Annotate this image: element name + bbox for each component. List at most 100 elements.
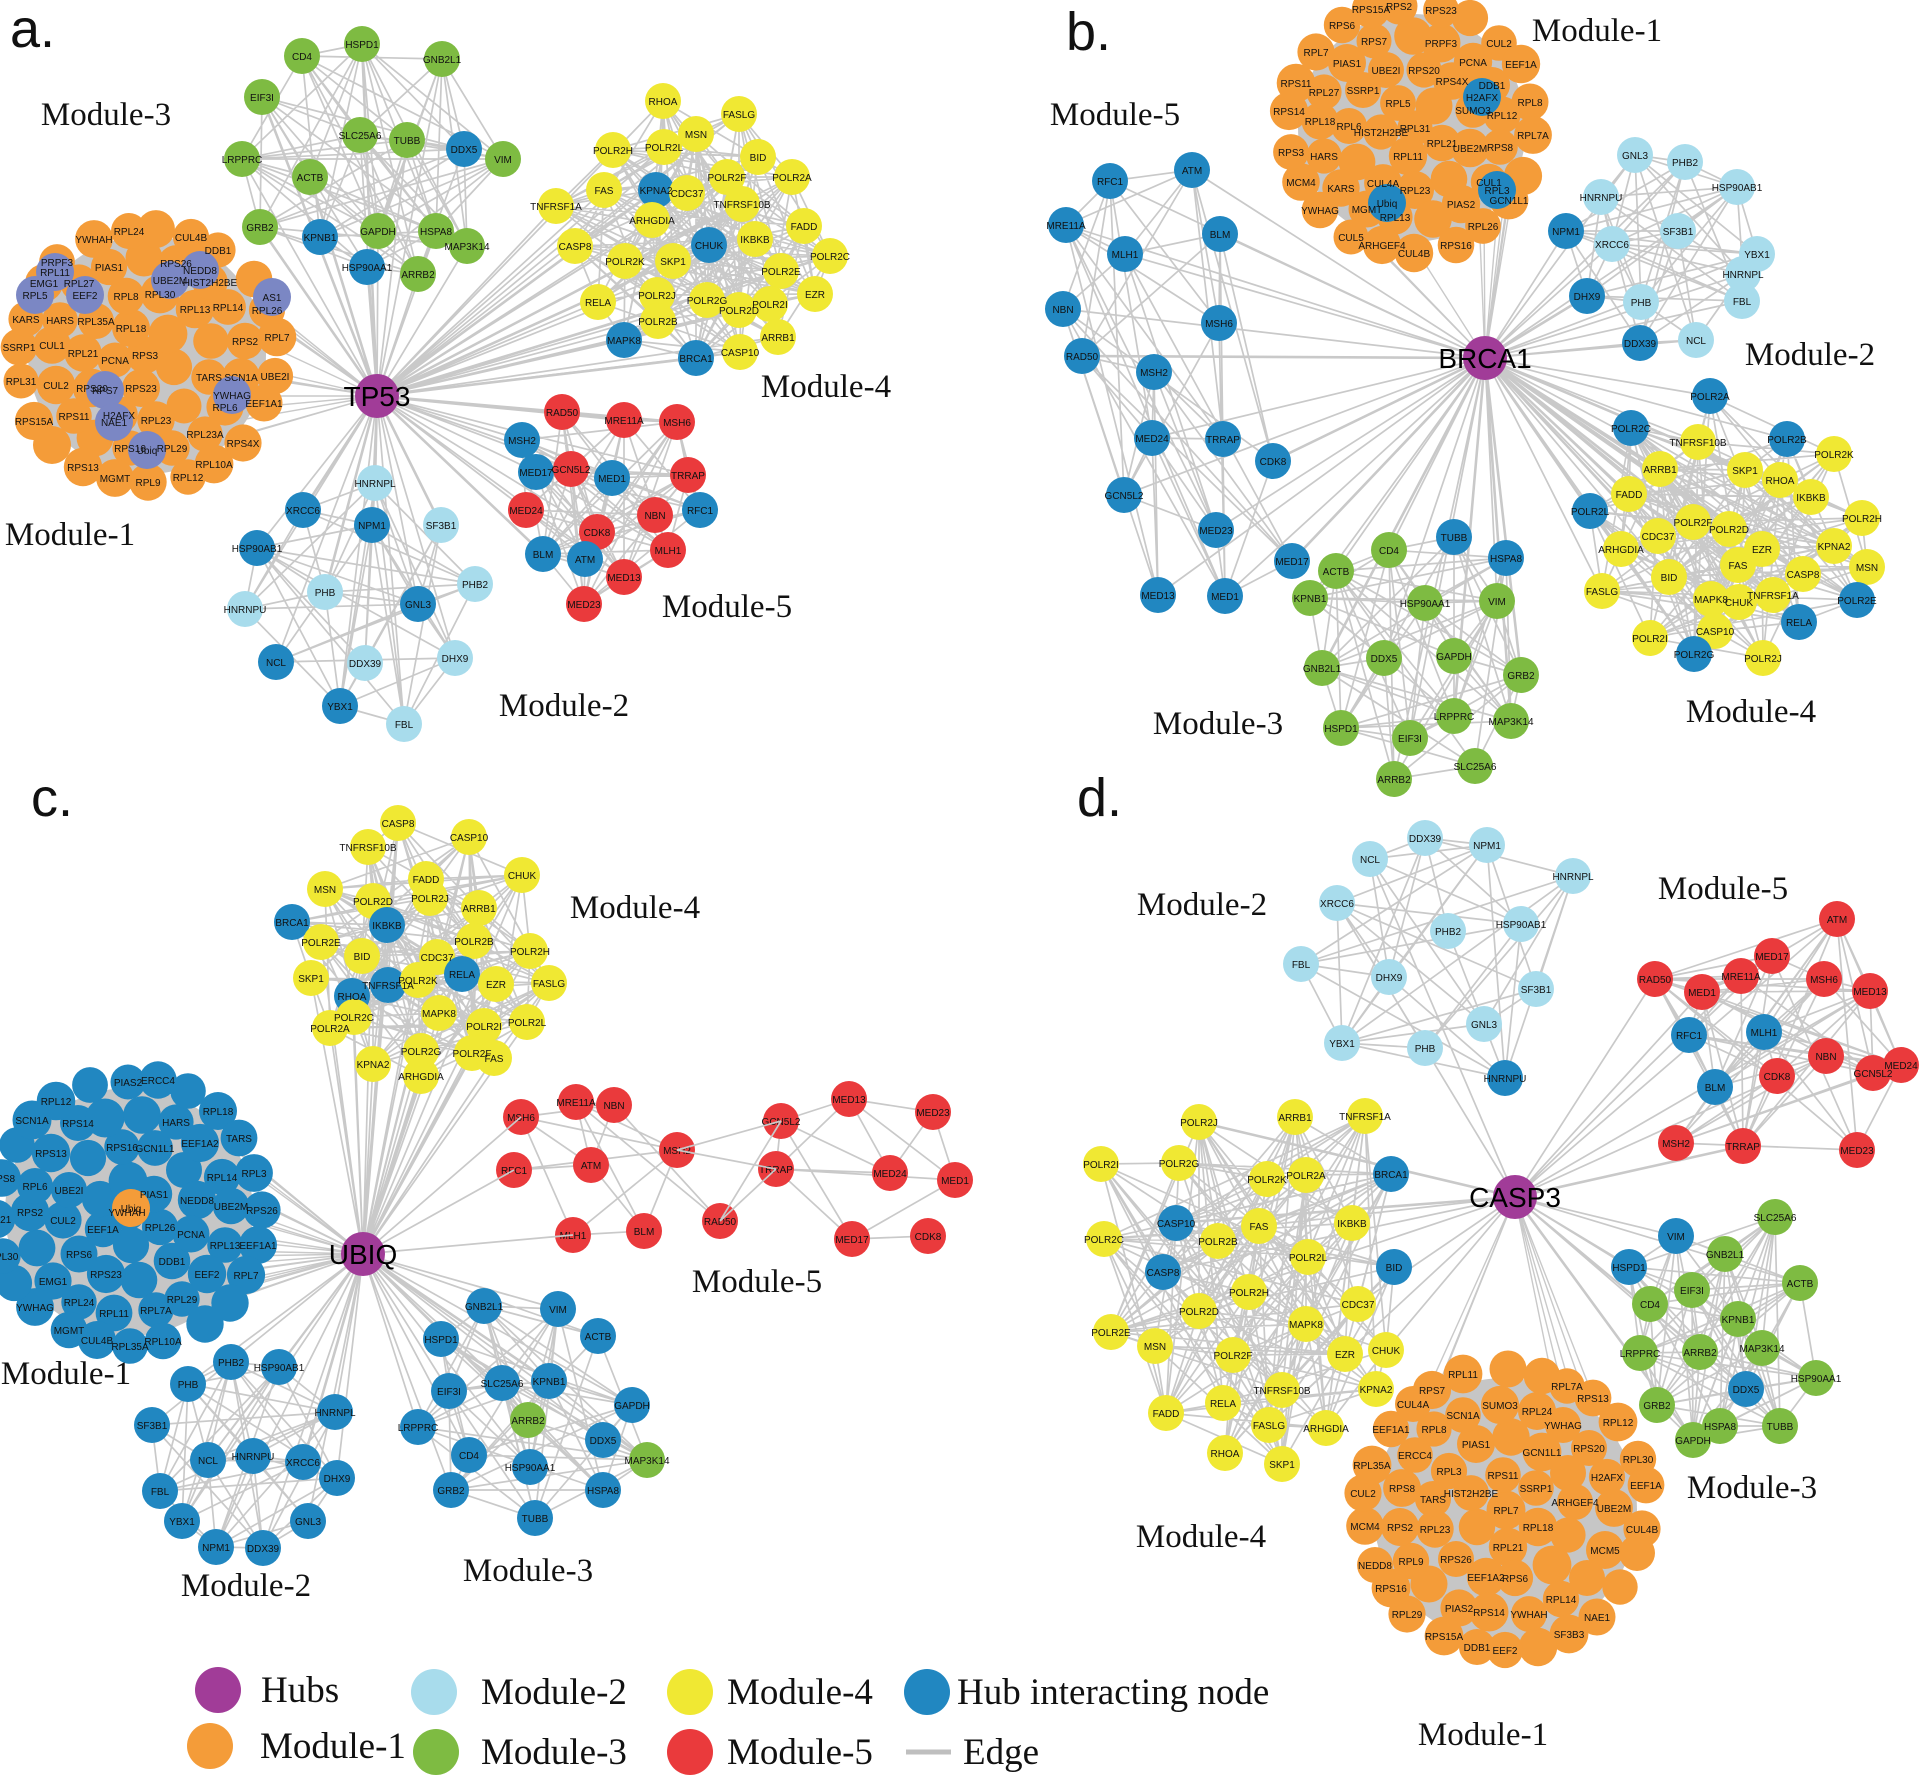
svg-text:DHX9: DHX9 xyxy=(1376,973,1403,984)
svg-text:FAS: FAS xyxy=(1729,561,1748,572)
svg-text:HSPA8: HSPA8 xyxy=(1704,1422,1736,1433)
svg-text:HSP90AA1: HSP90AA1 xyxy=(1791,1374,1842,1385)
svg-text:RPL7: RPL7 xyxy=(1303,48,1328,59)
svg-text:RPS26: RPS26 xyxy=(160,259,192,270)
svg-text:RPL21: RPL21 xyxy=(0,1215,12,1226)
svg-text:GNB2L1: GNB2L1 xyxy=(465,1302,504,1313)
svg-text:DDX5: DDX5 xyxy=(1371,654,1398,665)
svg-text:POLR2A: POLR2A xyxy=(772,173,812,184)
svg-text:RPS4X: RPS4X xyxy=(1436,77,1469,88)
svg-text:LRPPRC: LRPPRC xyxy=(222,155,263,166)
svg-text:EEF1A: EEF1A xyxy=(87,1225,119,1236)
svg-text:FASLG: FASLG xyxy=(533,979,565,990)
svg-text:KPNB1: KPNB1 xyxy=(1722,1315,1755,1326)
svg-text:RPS13: RPS13 xyxy=(1577,1394,1609,1405)
svg-text:GRB2: GRB2 xyxy=(246,223,274,234)
svg-text:BRCA1: BRCA1 xyxy=(1438,343,1531,374)
svg-text:GAPDH: GAPDH xyxy=(1675,1436,1711,1447)
svg-text:RPL11: RPL11 xyxy=(1448,1370,1478,1381)
svg-text:CASP8: CASP8 xyxy=(382,819,415,830)
svg-text:Module-5: Module-5 xyxy=(1658,871,1788,907)
svg-text:POLR2L: POLR2L xyxy=(645,143,684,154)
svg-text:POLR2C: POLR2C xyxy=(810,252,850,263)
svg-text:NEDD8: NEDD8 xyxy=(180,1196,214,1207)
svg-text:RPL35A: RPL35A xyxy=(111,1342,149,1353)
svg-text:EEF1A2: EEF1A2 xyxy=(181,1139,219,1150)
svg-text:Module-1: Module-1 xyxy=(1418,1717,1548,1753)
svg-text:MRE11A: MRE11A xyxy=(604,416,644,427)
svg-text:POLR2E: POLR2E xyxy=(301,938,341,949)
svg-text:RELA: RELA xyxy=(1210,1399,1236,1410)
svg-text:ARRB1: ARRB1 xyxy=(462,904,496,915)
svg-text:ACTB: ACTB xyxy=(1323,567,1350,578)
svg-text:POLR2I: POLR2I xyxy=(466,1022,502,1033)
svg-text:EIF3I: EIF3I xyxy=(250,93,274,104)
svg-text:MAPK8: MAPK8 xyxy=(1289,1320,1323,1331)
svg-text:RPS11: RPS11 xyxy=(1488,1471,1519,1482)
svg-text:EZR: EZR xyxy=(1752,545,1772,556)
svg-text:FAS: FAS xyxy=(485,1054,504,1065)
svg-text:MLH1: MLH1 xyxy=(1112,250,1139,261)
svg-text:ARHGDIA: ARHGDIA xyxy=(398,1072,444,1083)
svg-text:CUL4B: CUL4B xyxy=(81,1336,114,1347)
svg-text:RFC1: RFC1 xyxy=(501,1166,528,1177)
svg-text:TRRAP: TRRAP xyxy=(1206,435,1240,446)
svg-text:RAD50: RAD50 xyxy=(1066,352,1099,363)
svg-text:RPS3: RPS3 xyxy=(132,351,159,362)
svg-text:GNL3: GNL3 xyxy=(295,1517,322,1528)
svg-text:TARS: TARS xyxy=(1420,1495,1446,1506)
svg-text:SF3B3: SF3B3 xyxy=(1554,1630,1585,1641)
svg-text:H2AFX: H2AFX xyxy=(1591,1473,1624,1484)
svg-text:HSPA8: HSPA8 xyxy=(587,1486,619,1497)
svg-text:MED1: MED1 xyxy=(941,1176,969,1187)
svg-text:PIAS1: PIAS1 xyxy=(95,263,124,274)
svg-text:NPM1: NPM1 xyxy=(1552,227,1580,238)
svg-text:POLR2J: POLR2J xyxy=(638,291,676,302)
svg-text:Module-5: Module-5 xyxy=(692,1264,822,1300)
svg-text:CDC37: CDC37 xyxy=(421,953,454,964)
svg-text:MGMT: MGMT xyxy=(100,474,131,485)
svg-text:GCN5L2: GCN5L2 xyxy=(762,1117,801,1128)
svg-text:TNFRSF1A: TNFRSF1A xyxy=(1747,591,1799,602)
svg-text:RAD50: RAD50 xyxy=(546,408,579,419)
svg-text:XRCC6: XRCC6 xyxy=(1595,240,1629,251)
svg-text:CASP3: CASP3 xyxy=(1469,1182,1561,1213)
svg-text:RFC1: RFC1 xyxy=(1097,177,1124,188)
svg-text:YBX1: YBX1 xyxy=(1744,250,1770,261)
svg-text:RPL31: RPL31 xyxy=(6,377,37,388)
svg-text:EEF2: EEF2 xyxy=(72,291,97,302)
svg-text:EEF1A: EEF1A xyxy=(1505,60,1537,71)
svg-text:FADD: FADD xyxy=(413,875,440,886)
svg-text:RPL27: RPL27 xyxy=(64,279,95,290)
svg-text:NEDD8: NEDD8 xyxy=(1358,1561,1392,1572)
svg-text:EEF1A1: EEF1A1 xyxy=(245,399,283,410)
svg-text:SLC25A6: SLC25A6 xyxy=(339,131,382,142)
svg-text:MED24: MED24 xyxy=(873,1169,907,1180)
svg-text:GCN5L2: GCN5L2 xyxy=(1854,1069,1893,1080)
svg-text:RPL29: RPL29 xyxy=(157,444,188,455)
svg-text:RELA: RELA xyxy=(449,970,475,981)
svg-text:POLR2G: POLR2G xyxy=(1674,650,1715,661)
svg-text:ACTB: ACTB xyxy=(585,1332,612,1343)
svg-text:POLR2G: POLR2G xyxy=(1159,1159,1200,1170)
svg-text:RPS3: RPS3 xyxy=(1278,148,1305,159)
svg-text:POLR2D: POLR2D xyxy=(1179,1307,1219,1318)
svg-text:POLR2D: POLR2D xyxy=(353,897,393,908)
svg-text:RPL14: RPL14 xyxy=(207,1173,238,1184)
svg-text:RPS2: RPS2 xyxy=(232,337,259,348)
svg-text:MLH1: MLH1 xyxy=(1751,1028,1778,1039)
svg-text:HNRNPU: HNRNPU xyxy=(232,1452,275,1463)
svg-text:KPNB1: KPNB1 xyxy=(1294,594,1327,605)
svg-text:CD4: CD4 xyxy=(1640,1300,1660,1311)
svg-text:ARRB2: ARRB2 xyxy=(1377,775,1411,786)
svg-text:POLR2L: POLR2L xyxy=(508,1018,547,1029)
svg-text:TUBB: TUBB xyxy=(1441,533,1468,544)
svg-text:EMG1: EMG1 xyxy=(39,1277,68,1288)
svg-text:KPNA2: KPNA2 xyxy=(640,186,673,197)
svg-text:RPL7: RPL7 xyxy=(264,333,289,344)
svg-text:RPS7: RPS7 xyxy=(92,386,119,397)
svg-text:KPNA2: KPNA2 xyxy=(1818,542,1851,553)
svg-text:RPS2: RPS2 xyxy=(1386,2,1413,13)
svg-text:RPS7: RPS7 xyxy=(1419,1386,1446,1397)
svg-text:NPM1: NPM1 xyxy=(1473,841,1501,852)
